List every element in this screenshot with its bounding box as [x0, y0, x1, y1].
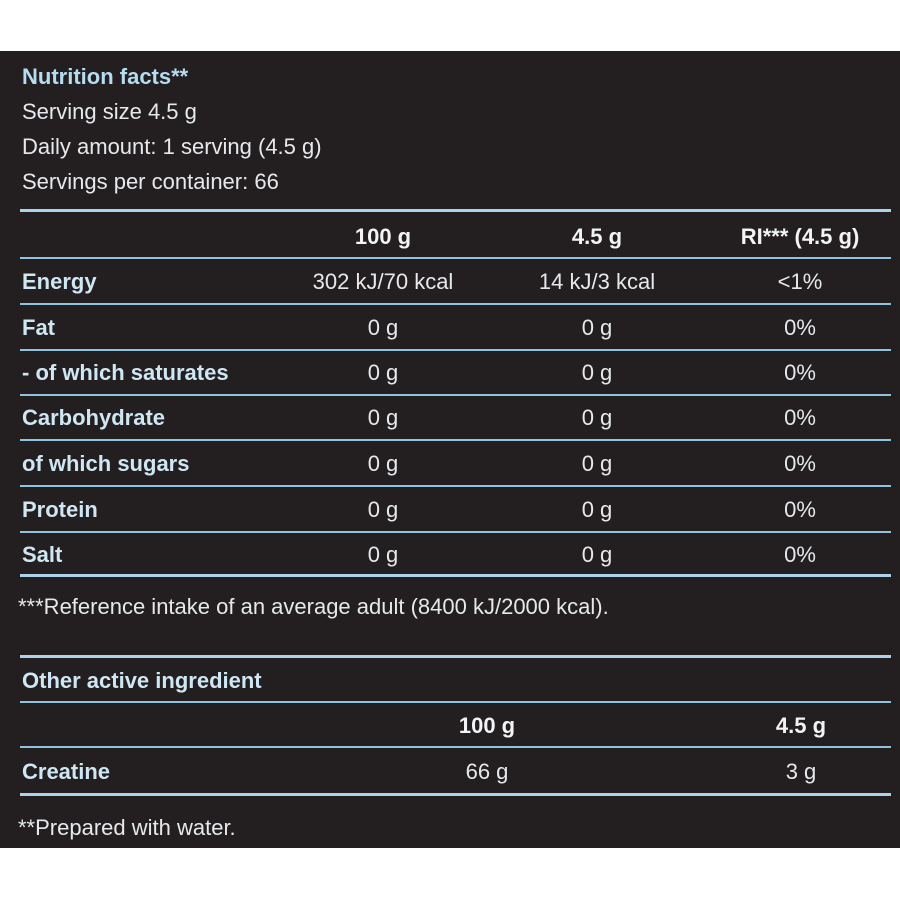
row-value-ri: 0% — [784, 451, 816, 476]
table-row: Fat 0 g 0 g 0% — [0, 306, 900, 350]
col-header-100g: 100 g — [354, 224, 412, 249]
row-rule — [20, 349, 891, 351]
table-top-rule — [20, 209, 891, 212]
row-value-100g: 0 g — [367, 315, 399, 340]
table-bottom-rule — [20, 574, 891, 577]
row-rule — [20, 439, 891, 441]
row-value-100g: 302 kJ/70 kcal — [312, 269, 454, 294]
row-rule — [20, 701, 891, 703]
row-label: Creatine — [22, 759, 111, 784]
table-row: - of which saturates 0 g 0 g 0% — [0, 351, 900, 395]
row-value-ri: 0% — [784, 315, 816, 340]
row-rule — [20, 394, 891, 396]
table-row: Creatine 66 g 3 g — [0, 750, 900, 794]
daily-amount: Daily amount: 1 serving (4.5 g) — [22, 134, 322, 159]
row-label: Salt — [22, 542, 63, 567]
row-value-100g: 0 g — [367, 542, 399, 567]
prepared-note: **Prepared with water. — [18, 815, 236, 840]
nutrition-column-headers: 100 g 4.5 g RI*** (4.5 g) — [0, 215, 900, 259]
active-bottom-rule — [20, 793, 891, 796]
row-rule — [20, 746, 891, 748]
row-value-serving: 14 kJ/3 kcal — [538, 269, 656, 294]
active-title: Other active ingredient — [22, 668, 262, 693]
table-row: Carbohydrate 0 g 0 g 0% — [0, 396, 900, 440]
col-header-ri: RI*** (4.5 g) — [740, 224, 860, 249]
row-value-ri: <1% — [777, 269, 823, 294]
nutrition-header: Nutrition facts** Serving size 4.5 g Dai… — [22, 59, 322, 199]
row-value-ri: 0% — [784, 497, 816, 522]
row-label: Protein — [22, 497, 98, 522]
active-col-header-serving: 4.5 g — [775, 713, 827, 738]
active-title-row: Other active ingredient — [0, 659, 900, 703]
nutrition-title: Nutrition facts** — [22, 64, 189, 89]
table-row: Energy 302 kJ/70 kcal 14 kJ/3 kcal <1% — [0, 260, 900, 304]
row-value-100g: 66 g — [465, 759, 509, 784]
row-value-100g: 0 g — [367, 405, 399, 430]
row-value-100g: 0 g — [367, 497, 399, 522]
row-value-serving: 0 g — [581, 360, 613, 385]
row-rule — [20, 303, 891, 305]
row-label: of which sugars — [22, 451, 190, 476]
ri-footnote: ***Reference intake of an average adult … — [18, 594, 609, 619]
row-value-serving: 3 g — [785, 759, 817, 784]
table-row: Protein 0 g 0 g 0% — [0, 488, 900, 532]
servings-per-container: Servings per container: 66 — [22, 169, 279, 194]
active-column-headers: 100 g 4.5 g — [0, 704, 900, 748]
row-value-serving: 0 g — [581, 497, 613, 522]
row-value-ri: 0% — [784, 542, 816, 567]
row-rule — [20, 485, 891, 487]
active-top-rule — [20, 655, 891, 658]
row-value-100g: 0 g — [367, 360, 399, 385]
row-rule — [20, 257, 891, 259]
serving-size: Serving size 4.5 g — [22, 99, 197, 124]
row-value-serving: 0 g — [581, 451, 613, 476]
row-label: Energy — [22, 269, 97, 294]
table-row: Salt 0 g 0 g 0% — [0, 533, 900, 577]
row-value-serving: 0 g — [581, 405, 613, 430]
row-rule — [20, 531, 891, 533]
row-value-serving: 0 g — [581, 315, 613, 340]
col-header-serving: 4.5 g — [571, 224, 623, 249]
active-col-header-100g: 100 g — [458, 713, 516, 738]
row-value-ri: 0% — [784, 405, 816, 430]
row-label: Fat — [22, 315, 55, 340]
row-value-serving: 0 g — [581, 542, 613, 567]
row-value-100g: 0 g — [367, 451, 399, 476]
nutrition-panel: Nutrition facts** Serving size 4.5 g Dai… — [0, 51, 900, 848]
row-label: Carbohydrate — [22, 405, 166, 430]
row-value-ri: 0% — [784, 360, 816, 385]
table-row: of which sugars 0 g 0 g 0% — [0, 442, 900, 486]
row-label: - of which saturates — [22, 360, 229, 385]
